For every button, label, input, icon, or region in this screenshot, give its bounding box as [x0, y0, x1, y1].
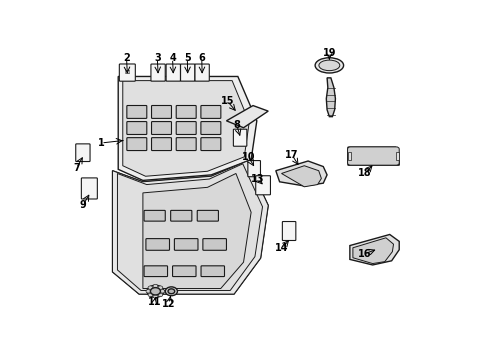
Text: 18: 18	[358, 168, 372, 179]
FancyBboxPatch shape	[256, 176, 270, 195]
Text: 7: 7	[73, 163, 80, 173]
FancyBboxPatch shape	[127, 138, 147, 150]
Text: 2: 2	[123, 53, 130, 63]
FancyBboxPatch shape	[151, 105, 172, 118]
Text: 12: 12	[162, 299, 176, 309]
Circle shape	[148, 293, 153, 297]
Text: 9: 9	[79, 201, 86, 210]
Polygon shape	[326, 78, 336, 117]
Text: ⊟: ⊟	[124, 70, 130, 75]
Polygon shape	[123, 81, 249, 176]
FancyBboxPatch shape	[151, 122, 172, 135]
Ellipse shape	[319, 60, 340, 71]
FancyBboxPatch shape	[144, 266, 168, 276]
Text: 15: 15	[221, 96, 234, 107]
FancyBboxPatch shape	[201, 122, 221, 135]
Polygon shape	[118, 76, 257, 180]
Polygon shape	[350, 234, 399, 265]
Text: 16: 16	[358, 249, 371, 259]
Bar	[396, 152, 399, 159]
FancyBboxPatch shape	[127, 122, 147, 135]
FancyBboxPatch shape	[248, 161, 261, 177]
Circle shape	[165, 287, 177, 296]
Polygon shape	[226, 105, 268, 128]
FancyBboxPatch shape	[201, 266, 224, 276]
FancyBboxPatch shape	[347, 147, 399, 165]
Text: 6: 6	[198, 53, 205, 63]
Text: 14: 14	[275, 243, 289, 253]
Circle shape	[150, 288, 160, 295]
FancyBboxPatch shape	[203, 239, 226, 250]
Text: 8: 8	[233, 120, 240, 130]
FancyBboxPatch shape	[233, 129, 247, 146]
Text: 1: 1	[98, 138, 104, 148]
FancyBboxPatch shape	[176, 122, 196, 135]
FancyBboxPatch shape	[166, 64, 180, 81]
FancyBboxPatch shape	[76, 144, 90, 162]
Polygon shape	[276, 161, 327, 186]
Circle shape	[168, 289, 175, 294]
Circle shape	[147, 285, 164, 297]
Text: 5: 5	[184, 53, 191, 63]
Polygon shape	[353, 238, 393, 264]
FancyBboxPatch shape	[146, 239, 170, 250]
FancyBboxPatch shape	[180, 64, 195, 81]
Text: 11: 11	[147, 297, 161, 307]
Text: 4: 4	[169, 53, 176, 63]
Circle shape	[153, 284, 158, 288]
FancyBboxPatch shape	[282, 221, 296, 240]
FancyBboxPatch shape	[201, 105, 221, 118]
FancyBboxPatch shape	[144, 210, 165, 221]
FancyBboxPatch shape	[201, 138, 221, 150]
FancyBboxPatch shape	[151, 138, 172, 150]
Circle shape	[146, 289, 150, 293]
Text: 3: 3	[154, 53, 161, 63]
FancyBboxPatch shape	[172, 266, 196, 276]
FancyBboxPatch shape	[176, 138, 196, 150]
FancyBboxPatch shape	[81, 178, 98, 199]
Polygon shape	[348, 147, 399, 165]
Circle shape	[148, 286, 153, 289]
Circle shape	[160, 289, 165, 293]
Circle shape	[158, 286, 163, 289]
FancyBboxPatch shape	[171, 210, 192, 221]
Text: 17: 17	[285, 150, 298, 159]
Polygon shape	[281, 166, 321, 187]
Polygon shape	[113, 161, 268, 294]
FancyBboxPatch shape	[151, 64, 165, 81]
FancyBboxPatch shape	[176, 105, 196, 118]
FancyBboxPatch shape	[127, 105, 147, 118]
Text: 13: 13	[251, 174, 264, 184]
FancyBboxPatch shape	[174, 239, 198, 250]
Ellipse shape	[315, 58, 343, 73]
Polygon shape	[113, 161, 268, 294]
Circle shape	[153, 295, 158, 298]
Circle shape	[158, 293, 163, 297]
Polygon shape	[118, 164, 263, 291]
Text: 10: 10	[242, 152, 255, 162]
FancyBboxPatch shape	[195, 64, 209, 81]
FancyBboxPatch shape	[197, 210, 219, 221]
Bar	[348, 152, 351, 159]
Text: 19: 19	[322, 48, 336, 58]
Polygon shape	[143, 174, 251, 288]
FancyBboxPatch shape	[120, 64, 135, 81]
